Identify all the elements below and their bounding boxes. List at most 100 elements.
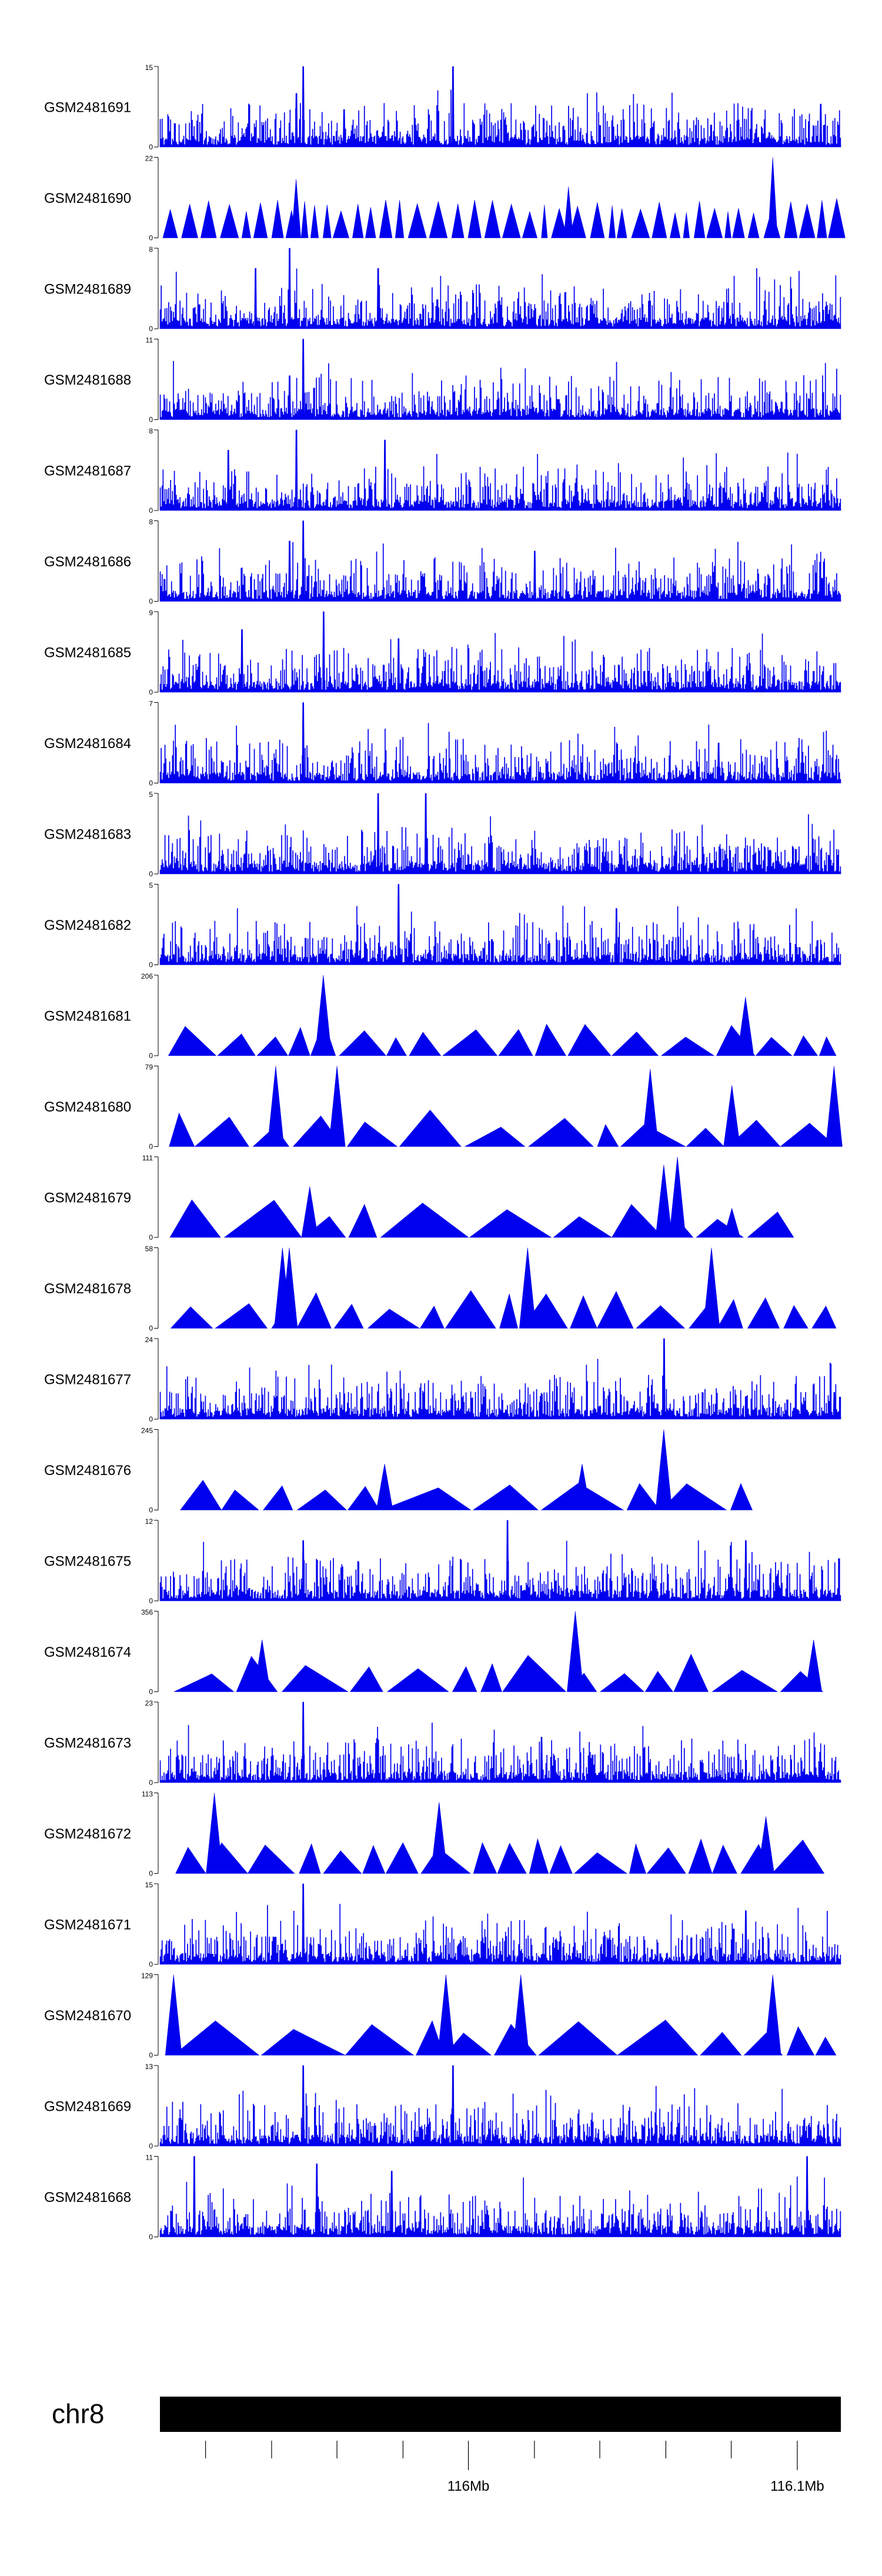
- track-signal: [159, 2156, 841, 2237]
- track-label: GSM2481676: [44, 1463, 131, 1479]
- track-signal: [159, 611, 841, 693]
- track-label: GSM2481691: [44, 100, 131, 116]
- track-GSM2481680: GSM2481680 79 0: [44, 1063, 843, 1151]
- chromosome-label: chr8: [52, 2398, 104, 2429]
- track-signal: [159, 1338, 841, 1420]
- track-signal: [173, 1611, 824, 1692]
- track-ymin-label: 0: [149, 325, 153, 333]
- track-ymax-label: 356: [141, 1609, 153, 1617]
- track-signal: [169, 1156, 794, 1238]
- track-GSM2481681: GSM2481681 206 0: [44, 972, 837, 1060]
- track-ymin-label: 0: [149, 1052, 153, 1060]
- track-signal: [175, 1793, 825, 1874]
- track-ymax-label: 113: [142, 1790, 153, 1798]
- track-ymin-label: 0: [149, 1597, 153, 1605]
- track-ymax-label: 7: [149, 700, 153, 708]
- track-ymin-label: 0: [149, 143, 153, 151]
- track-signal: [168, 975, 837, 1056]
- track-ymin-label: 0: [149, 1324, 153, 1333]
- track-signal: [159, 1883, 841, 1965]
- track-signal: [159, 2065, 841, 2147]
- track-ymin-label: 0: [149, 961, 153, 969]
- track-label: GSM2481683: [44, 827, 131, 843]
- track-ymax-label: 8: [149, 245, 153, 253]
- track-ymax-label: 15: [145, 1881, 153, 1889]
- track-ymin-label: 0: [149, 2233, 153, 2241]
- track-GSM2481687: GSM2481687 8 0: [44, 427, 841, 515]
- track-label: GSM2481682: [44, 917, 131, 933]
- track-GSM2481670: GSM2481670 129 0: [44, 1972, 837, 2060]
- chromosome-tick-label: 116Mb: [447, 2478, 490, 2494]
- track-label: GSM2481686: [44, 554, 131, 570]
- track-signal: [159, 884, 841, 965]
- track-ymin-label: 0: [149, 1960, 153, 1968]
- track-GSM2481691: GSM2481691 15 0: [44, 64, 841, 151]
- track-signal: [159, 66, 841, 148]
- track-GSM2481672: GSM2481672 113 0: [44, 1790, 825, 1878]
- track-ymax-label: 58: [145, 1245, 153, 1253]
- track-GSM2481671: GSM2481671 15 0: [44, 1881, 841, 1968]
- track-signal: [170, 1247, 837, 1329]
- track-label: GSM2481681: [44, 1009, 131, 1025]
- track-signal: [159, 1520, 841, 1601]
- track-label: GSM2481679: [44, 1190, 131, 1206]
- track-signal: [159, 793, 841, 875]
- track-ymax-label: 245: [141, 1427, 153, 1435]
- track-ymax-label: 22: [145, 155, 153, 163]
- track-ymax-label: 129: [141, 1972, 153, 1980]
- track-GSM2481686: GSM2481686 8 0: [44, 518, 841, 606]
- track-label: GSM2481675: [44, 1554, 131, 1570]
- track-GSM2481684: GSM2481684 7 0: [44, 700, 841, 788]
- track-signal: [159, 248, 841, 329]
- track-ymax-label: 206: [141, 972, 153, 980]
- track-ymin-label: 0: [149, 1870, 153, 1878]
- track-ymin-label: 0: [149, 598, 153, 606]
- track-GSM2481678: GSM2481678 58 0: [44, 1245, 837, 1333]
- track-GSM2481688: GSM2481688 11 0: [44, 336, 841, 424]
- track-signal: [159, 429, 841, 511]
- track-GSM2481677: GSM2481677 24 0: [44, 1336, 841, 1423]
- track-ymin-label: 0: [149, 1778, 153, 1787]
- track-ymax-label: 79: [145, 1063, 153, 1072]
- track-GSM2481674: GSM2481674 356 0: [44, 1609, 824, 1696]
- track-ymax-label: 11: [146, 336, 153, 345]
- track-ymax-label: 12: [145, 1517, 153, 1526]
- track-signal: [159, 1701, 841, 1783]
- track-label: GSM2481688: [44, 372, 131, 388]
- track-label: GSM2481670: [44, 2008, 131, 2024]
- track-ymax-label: 24: [145, 1336, 153, 1344]
- track-ymax-label: 8: [149, 427, 153, 435]
- track-signal: [162, 157, 846, 238]
- track-ymin-label: 0: [149, 688, 153, 696]
- track-ymax-label: 11: [146, 2154, 153, 2162]
- track-GSM2481685: GSM2481685 9 0: [44, 609, 841, 696]
- track-label: GSM2481674: [44, 1644, 131, 1660]
- track-GSM2481675: GSM2481675 12 0: [44, 1517, 841, 1605]
- track-GSM2481669: GSM2481669 13 0: [44, 2063, 841, 2150]
- track-ymin-label: 0: [149, 1506, 153, 1514]
- track-signal: [159, 339, 841, 420]
- track-signal: [165, 1974, 837, 2056]
- track-signal: [159, 520, 841, 602]
- track-label: GSM2481669: [44, 2099, 131, 2115]
- track-label: GSM2481672: [44, 1826, 131, 1842]
- chromosome-tick-label: 116.1Mb: [770, 2478, 824, 2494]
- track-ymax-label: 111: [142, 1154, 153, 1162]
- chromosome-ideogram: chr8 116Mb 116.1Mb: [52, 2397, 841, 2494]
- chromosome-bar: [160, 2397, 841, 2432]
- chromosome-ticks: 116Mb 116.1Mb: [205, 2441, 824, 2494]
- track-label: GSM2481685: [44, 645, 131, 661]
- track-ymax-label: 23: [145, 1699, 153, 1707]
- track-ymin-label: 0: [149, 1688, 153, 1696]
- track-GSM2481682: GSM2481682 5 0: [44, 882, 841, 969]
- track-ymax-label: 8: [149, 518, 153, 526]
- track-ymin-label: 0: [149, 2142, 153, 2150]
- track-ymax-label: 5: [149, 790, 153, 799]
- track-signal: [169, 1066, 843, 1147]
- track-ymin-label: 0: [149, 506, 153, 515]
- track-GSM2481673: GSM2481673 23 0: [44, 1699, 841, 1787]
- track-GSM2481676: GSM2481676 245 0: [44, 1427, 753, 1514]
- tracks-group: GSM2481691150GSM2481690220GSM248168980GS…: [44, 64, 846, 2241]
- track-ymax-label: 13: [145, 2063, 153, 2071]
